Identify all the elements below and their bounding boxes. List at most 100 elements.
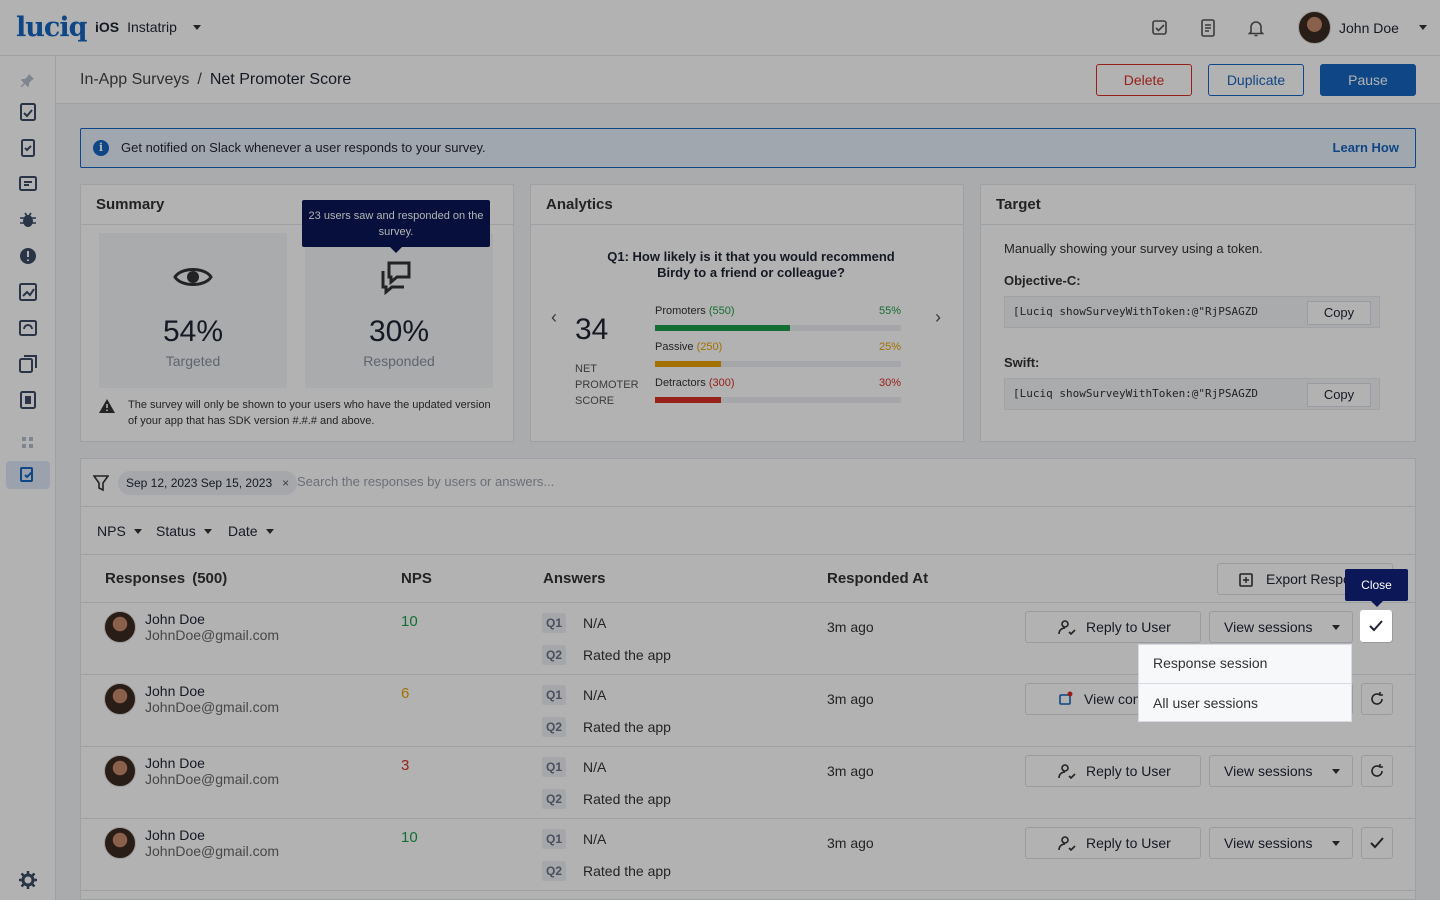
target-card: Target Manually showing your survey usin…	[980, 184, 1416, 442]
breadcrumb: In-App Surveys / Net Promoter Score	[80, 71, 351, 89]
notes-icon[interactable]	[1198, 18, 1218, 38]
user-email: JohnDoe@gmail.com	[145, 771, 280, 787]
luciq-logo[interactable]: luciq	[16, 12, 87, 43]
filter-icon[interactable]	[93, 474, 109, 492]
answer-text: N/A	[583, 687, 607, 703]
release-icon[interactable]	[17, 353, 39, 375]
nps-dropdown[interactable]: NPS	[97, 523, 142, 539]
delete-button[interactable]: Delete	[1096, 64, 1192, 96]
view-sessions-button[interactable]: View sessions	[1209, 827, 1353, 859]
bell-icon[interactable]	[1246, 18, 1266, 38]
dropdown-bar: NPS Status Date	[81, 507, 1415, 555]
bar-count: (550)	[708, 305, 735, 317]
avatar	[1298, 11, 1331, 44]
chat-icon[interactable]	[17, 173, 39, 195]
settings-icon[interactable]	[17, 869, 39, 891]
breadcrumb-parent[interactable]: In-App Surveys	[80, 71, 190, 88]
app-switcher[interactable]: iOS Instatrip	[95, 19, 201, 35]
reply-to-user-button[interactable]: Reply to User	[1025, 755, 1201, 787]
previous-question-icon[interactable]: ‹	[551, 307, 557, 327]
menu-item-response-session[interactable]: Response session	[1153, 655, 1268, 671]
objc-code-box: [Luciq showSurveyWithToken:@"RjPSAGZD Co…	[1004, 296, 1380, 328]
user-menu[interactable]: John Doe	[1298, 11, 1427, 44]
chart-icon[interactable]	[17, 281, 39, 303]
status-toggle-button[interactable]	[1361, 683, 1393, 715]
col-label: Responses	[105, 570, 186, 587]
swift-code-box: [Luciq showSurveyWithToken:@"RjPSAGZD Co…	[1004, 378, 1380, 410]
survey-check-icon[interactable]	[1150, 18, 1170, 38]
chevron-down-icon	[1332, 768, 1341, 774]
col-responses: Responses (500)	[105, 570, 227, 587]
top-bar: luciq iOS Instatrip John Doe	[0, 0, 1440, 56]
divider	[531, 224, 963, 225]
reply-user-icon	[1058, 836, 1076, 851]
question-tag: Q2	[542, 861, 566, 881]
responded-at: 3m ago	[827, 691, 874, 707]
reply-to-user-button[interactable]: Reply to User	[1025, 611, 1201, 643]
pin-icon[interactable]	[20, 72, 36, 88]
duplicate-button[interactable]: Duplicate	[1208, 64, 1304, 96]
nps-score: 10	[401, 613, 418, 630]
avatar	[104, 611, 136, 643]
info-icon: i	[93, 140, 109, 156]
sidebar	[0, 56, 56, 900]
user-name[interactable]: John Doe	[145, 827, 205, 843]
status-toggle-button[interactable]	[1361, 755, 1393, 787]
nps-label-line: NET	[575, 363, 597, 375]
col-answers: Answers	[543, 570, 606, 587]
sdk-warning: The survey will only be shown to your us…	[128, 399, 491, 427]
user-name[interactable]: John Doe	[145, 611, 205, 627]
close-response-button[interactable]	[1360, 610, 1392, 642]
button-label: Reply to User	[1086, 763, 1171, 779]
nps-value: 34	[575, 313, 609, 346]
view-sessions-button[interactable]: View sessions	[1209, 611, 1353, 643]
page-header: In-App Surveys / Net Promoter Score Delete…	[56, 56, 1440, 104]
app-name: Instatrip	[127, 19, 177, 35]
analytics-card: Analytics Q1: How likely is it that you …	[530, 184, 964, 442]
menu-item-all-user-sessions[interactable]: All user sessions	[1153, 695, 1259, 711]
user-name[interactable]: John Doe	[145, 683, 205, 699]
check-icon	[1369, 620, 1383, 632]
close-icon[interactable]: ×	[282, 476, 290, 490]
feature-icon[interactable]	[17, 389, 39, 411]
col-nps: NPS	[401, 570, 432, 587]
apps-icon[interactable]	[19, 434, 37, 452]
nps-label-line: PROMOTER	[575, 379, 639, 391]
reply-to-user-button[interactable]: Reply to User	[1025, 827, 1201, 859]
bar-fill	[655, 325, 791, 331]
reopen-icon	[1371, 692, 1383, 705]
view-sessions-button[interactable]: View sessions	[1209, 755, 1353, 787]
bar-name: Detractors	[655, 377, 706, 389]
table-header: Responses (500) NPS Answers Responded At…	[81, 555, 1415, 603]
responded-label: Responded	[363, 353, 435, 369]
user-name[interactable]: John Doe	[145, 755, 205, 771]
bug-icon[interactable]	[17, 209, 39, 231]
learn-how-link[interactable]: Learn How	[1332, 140, 1399, 155]
date-chip-label: Sep 12, 2023 Sep 15, 2023	[126, 476, 273, 490]
target-description: Manually showing your survey using a tok…	[1004, 241, 1263, 256]
responded-at: 3m ago	[827, 763, 874, 779]
dashboard-icon[interactable]	[17, 101, 39, 123]
copy-swift-button[interactable]: Copy	[1307, 383, 1371, 407]
status-toggle-button[interactable]	[1361, 827, 1393, 859]
copy-objc-button[interactable]: Copy	[1307, 301, 1371, 325]
network-icon[interactable]	[17, 317, 39, 339]
button-label: View sessions	[1224, 835, 1313, 851]
slack-banner: i Get notified on Slack whenever a user …	[80, 128, 1416, 168]
crash-icon[interactable]	[17, 245, 39, 267]
status-dropdown[interactable]: Status	[156, 523, 212, 539]
chevron-down-icon	[133, 528, 142, 534]
bar-count: (300)	[708, 377, 735, 389]
button-label: Reply to User	[1086, 835, 1171, 851]
sidebar-item-surveys[interactable]	[6, 461, 50, 489]
divider	[81, 224, 513, 225]
date-chip[interactable]: Sep 12, 2023 Sep 15, 2023 ×	[118, 471, 298, 495]
reports-icon[interactable]	[17, 137, 39, 159]
search-input[interactable]: Search the responses by users or answers…	[297, 474, 555, 489]
pause-button[interactable]: Pause	[1320, 64, 1416, 96]
next-question-icon[interactable]: ›	[935, 307, 941, 327]
answer-text: N/A	[583, 615, 607, 631]
responded-stat[interactable]: 30% Responded	[305, 233, 493, 388]
date-dropdown[interactable]: Date	[228, 523, 274, 539]
avatar	[104, 827, 136, 859]
